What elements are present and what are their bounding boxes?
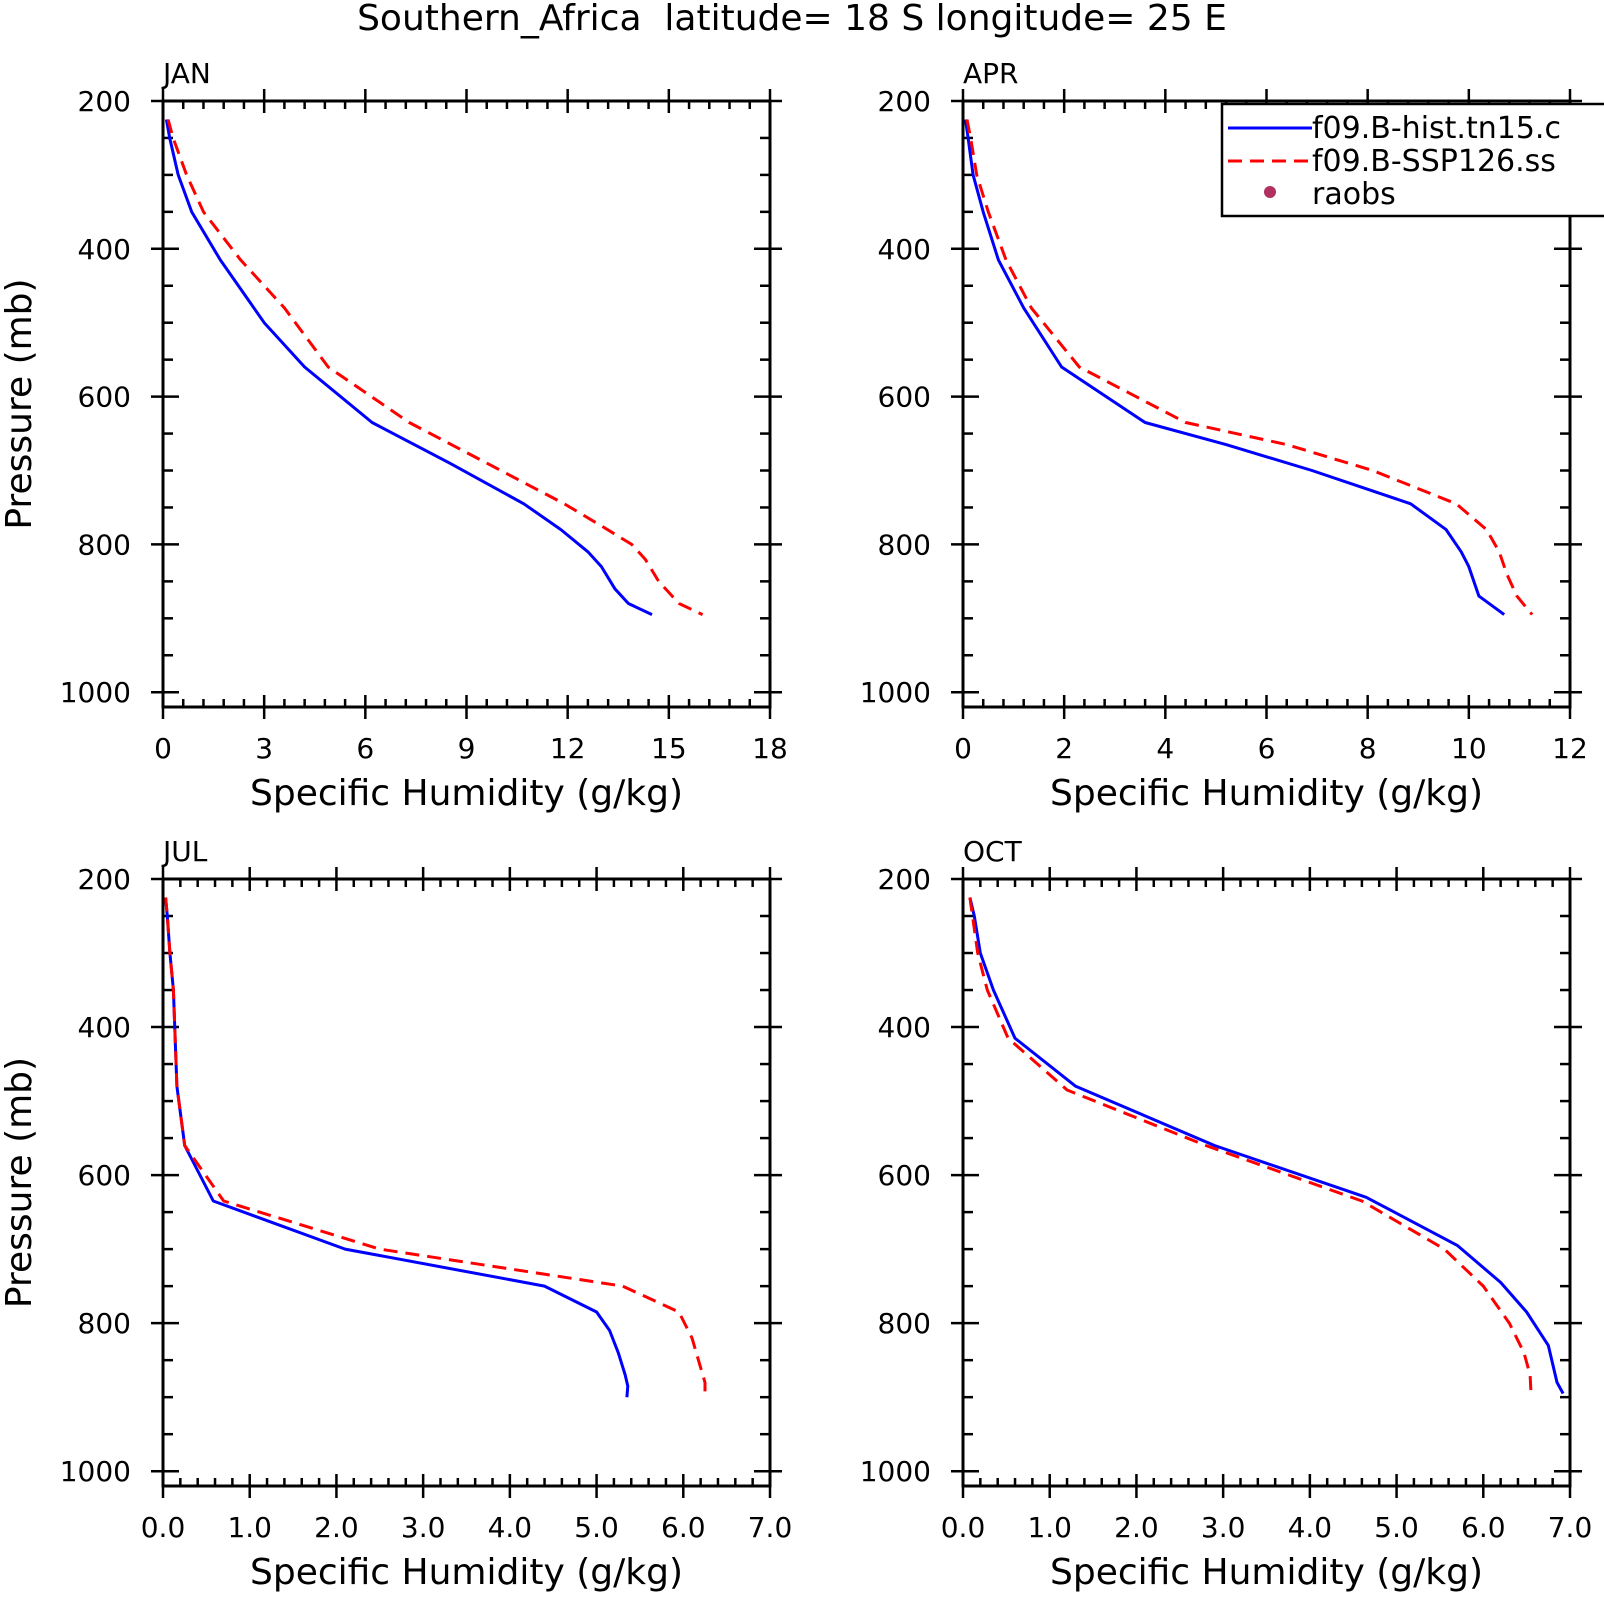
panel-jan: 0 3 6 9 12 15 18 200 400 600 800 1000 JAN Specific Hu… <box>0 57 788 814</box>
series-line-ssp126 <box>965 119 1534 616</box>
plot-frame <box>161 877 772 1488</box>
x-tick-label: 8 <box>1359 732 1377 765</box>
legend-label: f09.B-hist.tn15.c <box>1312 111 1561 146</box>
panel-title: JAN <box>161 57 211 90</box>
y-tick-label: 200 <box>78 85 131 118</box>
x-tick-label: 12 <box>550 732 586 765</box>
plot-frame <box>161 99 772 709</box>
panel-title: APR <box>963 57 1019 90</box>
x-tick-label: 0 <box>154 732 172 765</box>
y-tick-label: 1000 <box>860 676 931 709</box>
panel-oct: 0.0 1.0 2.0 3.0 4.0 5.0 6.0 7.0 200 400 600 800 1000… <box>860 835 1593 1593</box>
x-tick-label: 3.0 <box>1201 1511 1246 1544</box>
x-tick-label: 5.0 <box>574 1511 619 1544</box>
x-tick-label: 6.0 <box>661 1511 706 1544</box>
y-tick-label: 400 <box>878 1011 931 1044</box>
x-axis-label: Specific Humidity (g/kg) <box>250 1552 683 1593</box>
x-tick-label: 12 <box>1552 732 1588 765</box>
x-tick-label: 2.0 <box>314 1511 359 1544</box>
series-line-ssp126 <box>166 119 704 616</box>
series-line-ssp126 <box>968 897 1533 1394</box>
x-tick-label: 4.0 <box>1288 1511 1333 1544</box>
y-tick-label: 200 <box>78 863 131 896</box>
y-axis-label: Pressure (mb) <box>0 278 40 529</box>
x-tick-label: 0.0 <box>941 1511 986 1544</box>
panel-title: OCT <box>963 835 1023 868</box>
x-tick-label: 0 <box>954 732 972 765</box>
y-tick-label: 800 <box>878 528 931 561</box>
x-tick-label: 7.0 <box>1548 1511 1593 1544</box>
y-tick-label: 400 <box>78 233 131 266</box>
x-tick-label: 5.0 <box>1374 1511 1419 1544</box>
x-tick-label: 15 <box>651 732 687 765</box>
figure-title: Southern_Africa latitude= 18 S longitude… <box>357 0 1227 39</box>
plot-frame <box>961 877 1572 1488</box>
legend-label: f09.B-SSP126.ss <box>1312 144 1556 179</box>
y-tick-label: 600 <box>78 1159 131 1192</box>
plot-frame <box>961 99 1572 709</box>
y-tick-label: 1000 <box>60 1455 131 1488</box>
panel-apr: 0 2 4 6 8 10 12 200 400 600 800 1000 APR Specific Hum… <box>860 57 1588 814</box>
x-tick-label: 1.0 <box>227 1511 272 1544</box>
panel-title: JUL <box>161 835 208 868</box>
x-tick-label: 4 <box>1156 732 1174 765</box>
x-tick-label: 1.0 <box>1027 1511 1072 1544</box>
panel-jul: 0.0 1.0 2.0 3.0 4.0 5.0 6.0 7.0 200 400 600 800 1000… <box>0 835 792 1593</box>
y-tick-label: 200 <box>878 85 931 118</box>
y-tick-label: 800 <box>78 1307 131 1340</box>
series-line-hist <box>164 119 653 616</box>
series-line-hist <box>164 897 630 1398</box>
series-line-hist <box>968 897 1565 1395</box>
y-tick-label: 600 <box>878 381 931 414</box>
series-line-hist <box>964 119 1506 616</box>
x-tick-label: 18 <box>752 732 788 765</box>
y-tick-label: 1000 <box>860 1455 931 1488</box>
y-tick-label: 1000 <box>60 676 131 709</box>
y-tick-label: 600 <box>78 381 131 414</box>
y-tick-label: 200 <box>878 863 931 896</box>
x-tick-label: 3 <box>255 732 273 765</box>
y-axis-label: Pressure (mb) <box>0 1057 40 1308</box>
x-axis-label: Specific Humidity (g/kg) <box>250 773 683 814</box>
y-tick-label: 600 <box>878 1159 931 1192</box>
y-tick-label: 800 <box>78 528 131 561</box>
x-tick-label: 0.0 <box>141 1511 186 1544</box>
legend-label: raobs <box>1312 177 1396 212</box>
y-tick-label: 400 <box>878 233 931 266</box>
x-tick-label: 2 <box>1055 732 1073 765</box>
x-tick-label: 10 <box>1451 732 1487 765</box>
x-tick-label: 3.0 <box>401 1511 446 1544</box>
y-tick-label: 400 <box>78 1011 131 1044</box>
x-axis-label: Specific Humidity (g/kg) <box>1050 1552 1483 1593</box>
y-tick-label: 800 <box>878 1307 931 1340</box>
x-axis-label: Specific Humidity (g/kg) <box>1050 773 1483 814</box>
x-tick-label: 2.0 <box>1114 1511 1159 1544</box>
x-tick-label: 6.0 <box>1461 1511 1506 1544</box>
x-tick-label: 6 <box>356 732 374 765</box>
x-tick-label: 6 <box>1258 732 1276 765</box>
x-tick-label: 4.0 <box>488 1511 533 1544</box>
series-line-ssp126 <box>164 897 707 1398</box>
x-tick-label: 9 <box>458 732 476 765</box>
x-tick-label: 7.0 <box>748 1511 793 1544</box>
legend-marker-dot <box>1264 186 1276 198</box>
